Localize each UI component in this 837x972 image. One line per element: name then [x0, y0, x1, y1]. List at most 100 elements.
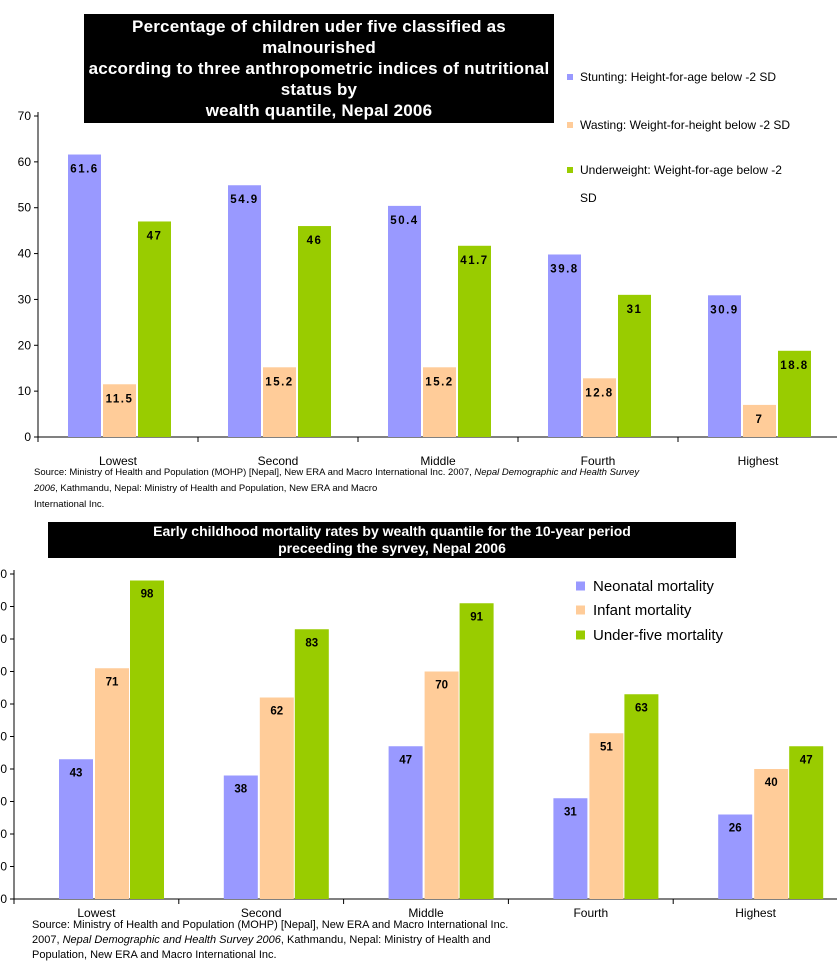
chart2-source-text: Source: Ministry of Health and Populatio…: [32, 919, 509, 931]
chart2-bar: [718, 814, 753, 899]
chart2-legend-swatch: [576, 605, 585, 615]
chart1-data-label: 61.6: [70, 164, 98, 176]
chart2-title: Early childhood mortality rates by wealt…: [48, 522, 736, 558]
chart2-legend-swatch: [576, 630, 585, 640]
chart1-data-label: 30.9: [710, 304, 738, 316]
chart1-data-label: 50.4: [390, 215, 418, 227]
chart2-bar: [459, 603, 494, 899]
chart1-bar: [583, 378, 616, 437]
chart2-data-label: 83: [305, 637, 318, 649]
chart1-title: Percentage of children uder five classif…: [84, 14, 554, 123]
chart2-bar: [130, 580, 164, 899]
chart1-legend-swatch: [567, 122, 573, 128]
chart1-bar: [138, 221, 171, 437]
chart2-data-label: 98: [141, 589, 154, 601]
chart1-data-label: 15.2: [265, 376, 293, 388]
chart1-bar: [228, 185, 261, 437]
chart1-legend-swatch: [567, 74, 573, 80]
chart1-data-label: 7: [756, 414, 764, 426]
chart1-x-tick-label: Highest: [738, 454, 779, 468]
chart2-y-tick-label: 20: [0, 827, 7, 841]
chart1-data-label: 11.5: [106, 393, 134, 405]
chart1-data-label: 12.8: [585, 387, 613, 399]
chart2-source-text: Population, New ERA and Macro Internatio…: [32, 949, 277, 961]
chart1-data-label: 41.7: [460, 255, 488, 267]
chart1-data-label: 15.2: [425, 376, 453, 388]
chart2-y-tick-label: 70: [0, 665, 7, 679]
chart2-source-text: 2007,: [32, 934, 60, 946]
chart2-x-tick-label: Second: [241, 906, 282, 920]
chart1-source-text: , Kathmandu, Nepal: Ministry of Health a…: [55, 483, 378, 494]
chart1-y-tick-label: 10: [18, 384, 32, 398]
chart1-bar: [708, 295, 741, 437]
chart1-bar: [548, 254, 581, 437]
chart1-source-title: Nepal Demographic and Health Survey 2006: [34, 467, 640, 494]
chart1-y-tick-label: 40: [18, 247, 32, 261]
chart2-source-text: , Kathmandu, Nepal: Ministry of Health a…: [280, 934, 491, 946]
chart2-y-tick-label: 40: [0, 762, 7, 776]
chart2-x-tick-label: Middle: [408, 906, 444, 920]
chart2-y-tick-label: 90: [0, 600, 7, 614]
chart1-bar: [263, 367, 296, 437]
chart1-source-text: International Inc.: [34, 499, 105, 510]
chart1-y-tick-label: 20: [18, 338, 32, 352]
chart2-title-line: preceeding the syrvey, Nepal 2006: [278, 540, 506, 556]
chart2-x-tick-label: Fourth: [573, 906, 608, 920]
chart2-y-tick-label: 50: [0, 730, 7, 744]
chart1-data-label: 54.9: [230, 194, 258, 206]
chart2-bar: [223, 775, 258, 899]
chart2-y-tick-label: 30: [0, 795, 7, 809]
chart2-data-label: 47: [399, 754, 412, 766]
chart1-x-tick-label: Lowest: [99, 454, 138, 468]
chart2-legend-label: Infant mortality: [593, 602, 692, 619]
chart1-data-label: 39.8: [550, 263, 578, 275]
chart1-bar: [298, 226, 331, 437]
chart1-x-tick-label: Second: [258, 454, 299, 468]
chart2-title-line: Early childhood mortality rates by wealt…: [153, 523, 631, 539]
chart1-y-tick-label: 50: [18, 201, 32, 215]
chart2-data-label: 70: [435, 680, 448, 692]
chart2-data-label: 62: [270, 706, 283, 718]
chart1-bar: [103, 384, 136, 437]
chart1-bar: [618, 294, 651, 437]
chart2-data-label: 43: [70, 767, 83, 779]
chart2-bar: [388, 746, 423, 899]
chart1-legend-label: Stunting: Height-for-age below -2 SD: [580, 70, 776, 84]
chart2-data-label: 71: [106, 676, 119, 688]
chart2-y-tick-label: 10: [0, 860, 7, 874]
chart2-y-tick-label: 80: [0, 632, 7, 646]
chart2-legend-label: Neonatal mortality: [593, 578, 714, 595]
chart2-bar: [589, 733, 624, 899]
chart2-bar: [294, 629, 329, 899]
chart2-source-title: Nepal Demographic and Health Survey 2006: [62, 934, 281, 946]
chart2-data-label: 47: [800, 754, 813, 766]
chart1-y-tick-label: 0: [24, 430, 31, 444]
chart2-bar: [424, 671, 459, 899]
chart1-source-text: Source: Ministry of Health and Populatio…: [34, 467, 472, 478]
chart2-data-label: 51: [600, 741, 613, 753]
chart1-legend-label: Underweight: Weight-for-age below -2: [580, 163, 782, 177]
chart2-legend-swatch: [576, 581, 585, 591]
chart1-y-tick-label: 60: [18, 155, 32, 169]
chart1-x-tick-label: Fourth: [581, 454, 616, 468]
chart1-bar: [423, 367, 456, 437]
chart1-bar: [388, 205, 421, 437]
chart2-x-tick-label: Highest: [735, 906, 776, 920]
chart2-y-tick-label: 0: [0, 892, 7, 906]
chart1-y-tick-label: 30: [18, 292, 32, 306]
chart1-data-label: 46: [307, 235, 323, 247]
chart2-legend-label: Under-five mortality: [593, 627, 724, 644]
chart1-legend-label: Wasting: Weight-for-height below -2 SD: [580, 118, 790, 132]
chart2-data-label: 26: [729, 823, 742, 835]
chart1-bar: [458, 245, 491, 437]
chart2-bar: [59, 759, 93, 899]
chart1-bar: [778, 350, 811, 437]
chart1-legend-swatch: [567, 167, 573, 173]
chart1-data-label: 31: [627, 304, 643, 316]
chart1-title-line: wealth quantile, Nepal 2006: [205, 101, 433, 120]
chart2-data-label: 63: [635, 702, 648, 714]
chart1-data-label: 18.8: [780, 360, 808, 372]
chart1-bar: [743, 404, 776, 437]
chart2-bar: [754, 769, 789, 899]
